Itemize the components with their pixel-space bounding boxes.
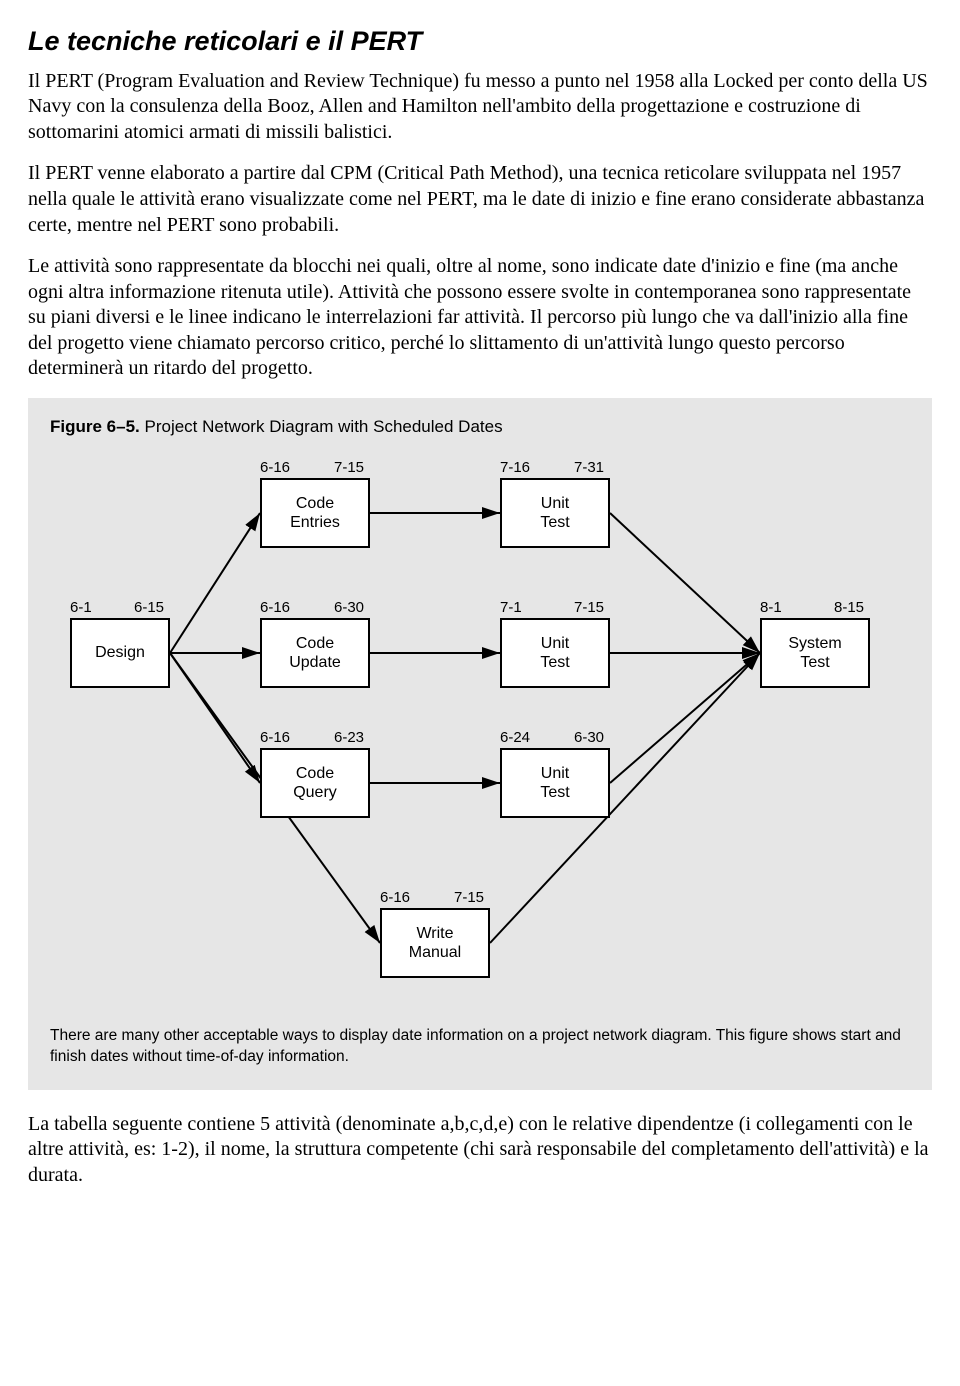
diagram-node: UnitTest [500, 478, 610, 548]
page-title: Le tecniche reticolari e il PERT [28, 24, 932, 59]
diagram-node-end-date: 7-15 [454, 888, 484, 907]
paragraph-3: Le attività sono rappresentate da blocch… [28, 254, 932, 382]
diagram-node-start-date: 6-1 [70, 598, 92, 617]
diagram-node-end-date: 7-15 [574, 598, 604, 617]
diagram-node-start-date: 6-16 [260, 598, 290, 617]
diagram-node-end-date: 6-30 [334, 598, 364, 617]
diagram-node: SystemTest [760, 618, 870, 688]
diagram-node: CodeEntries [260, 478, 370, 548]
figure-panel: Figure 6–5. Project Network Diagram with… [28, 398, 932, 1090]
paragraph-4: La tabella seguente contiene 5 attività … [28, 1112, 932, 1189]
diagram-node-label: UnitTest [540, 494, 569, 532]
diagram-node-start-date: 6-24 [500, 728, 530, 747]
diagram-node-label: Design [95, 643, 145, 662]
diagram-node-start-date: 6-16 [380, 888, 410, 907]
diagram-node-start-date: 8-1 [760, 598, 782, 617]
diagram-node: CodeQuery [260, 748, 370, 818]
diagram-node-label: UnitTest [540, 634, 569, 672]
diagram-node: WriteManual [380, 908, 490, 978]
diagram-node-label: CodeEntries [290, 494, 340, 532]
diagram-node-end-date: 6-30 [574, 728, 604, 747]
diagram-node-start-date: 6-16 [260, 728, 290, 747]
paragraph-1: Il PERT (Program Evaluation and Review T… [28, 69, 932, 146]
diagram-node-label: CodeUpdate [289, 634, 341, 672]
network-diagram: Design 6-1 6-15 CodeEntries 6-16 7-15 CodeUpda… [70, 468, 890, 1008]
figure-title-rest: Project Network Diagram with Scheduled D… [140, 417, 503, 436]
diagram-node: Design [70, 618, 170, 688]
diagram-node-start-date: 7-1 [500, 598, 522, 617]
diagram-node-label: CodeQuery [293, 764, 337, 802]
diagram-node-start-date: 7-16 [500, 458, 530, 477]
diagram-node-label: SystemTest [788, 634, 841, 672]
diagram-node: UnitTest [500, 748, 610, 818]
diagram-node-end-date: 6-23 [334, 728, 364, 747]
diagram-node: CodeUpdate [260, 618, 370, 688]
diagram-node-end-date: 6-15 [134, 598, 164, 617]
paragraph-2: Il PERT venne elaborato a partire dal CP… [28, 161, 932, 238]
diagram-node-label: UnitTest [540, 764, 569, 802]
diagram-node-label: WriteManual [409, 924, 461, 962]
figure-caption: There are many other acceptable ways to … [50, 1026, 910, 1068]
diagram-node-end-date: 7-15 [334, 458, 364, 477]
diagram-node-end-date: 7-31 [574, 458, 604, 477]
figure-title: Figure 6–5. Project Network Diagram with… [50, 416, 910, 438]
diagram-node-start-date: 6-16 [260, 458, 290, 477]
diagram-node-end-date: 8-15 [834, 598, 864, 617]
diagram-node: UnitTest [500, 618, 610, 688]
figure-title-prefix: Figure 6–5. [50, 417, 140, 436]
